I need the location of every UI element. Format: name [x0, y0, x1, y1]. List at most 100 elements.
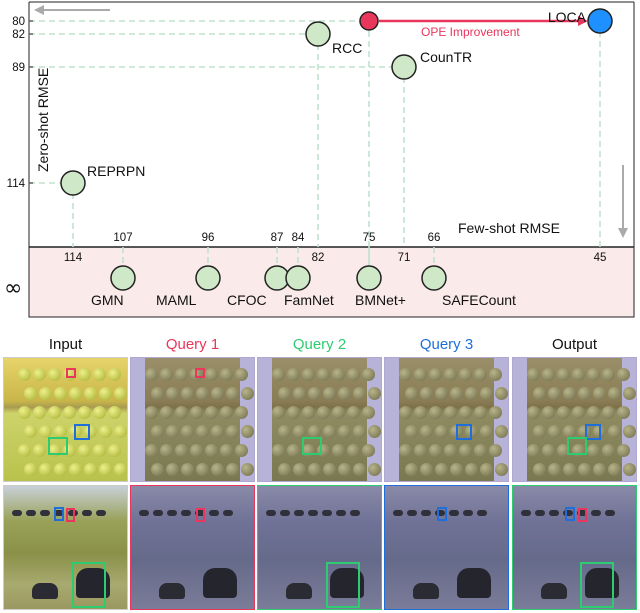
- distant-elephant: [294, 510, 304, 516]
- apple: [617, 368, 630, 381]
- apple: [623, 463, 636, 476]
- apple: [474, 368, 487, 381]
- apple: [420, 387, 433, 400]
- apple: [429, 368, 442, 381]
- apple: [226, 387, 239, 400]
- apple: [293, 387, 306, 400]
- apple: [542, 444, 555, 457]
- apple: [63, 406, 76, 419]
- apple: [18, 444, 31, 457]
- apple: [420, 425, 433, 438]
- apple: [347, 406, 360, 419]
- query2-box: [302, 437, 322, 455]
- apples-panel-1: [130, 357, 255, 482]
- apple: [151, 463, 164, 476]
- apple: [444, 368, 457, 381]
- point-famnet: [285, 265, 311, 291]
- apple: [429, 444, 442, 457]
- apple: [459, 406, 472, 419]
- apple: [211, 425, 224, 438]
- apple: [563, 463, 576, 476]
- apple: [114, 425, 127, 438]
- query3-box: [74, 424, 90, 440]
- apple: [287, 368, 300, 381]
- apple: [54, 463, 67, 476]
- query3-box: [456, 424, 472, 440]
- point-label: FamNet: [284, 292, 334, 308]
- panel-side-strip: [131, 358, 145, 481]
- apple: [480, 463, 493, 476]
- query3-box: [437, 507, 447, 521]
- apple: [465, 387, 478, 400]
- distant-elephant: [591, 510, 601, 516]
- apple: [399, 444, 412, 457]
- apple: [24, 463, 37, 476]
- apple: [175, 444, 188, 457]
- apple: [548, 425, 561, 438]
- point-label: CounTR: [420, 49, 472, 65]
- apple: [405, 425, 418, 438]
- apple: [84, 425, 97, 438]
- apple: [108, 444, 121, 457]
- apple: [181, 387, 194, 400]
- elephant-large: [203, 568, 237, 598]
- apple: [338, 387, 351, 400]
- point-loca: [587, 8, 613, 34]
- apple: [166, 425, 179, 438]
- distant-elephant: [153, 510, 163, 516]
- y-tick-label: 89: [12, 62, 25, 74]
- panel-side-strip: [258, 358, 272, 481]
- distant-elephant: [521, 510, 531, 516]
- apple: [353, 463, 366, 476]
- apple: [78, 368, 91, 381]
- panel-header-4: Output: [551, 336, 598, 353]
- distant-elephant: [167, 510, 177, 516]
- x-tick-label: 107: [113, 232, 132, 244]
- apple: [495, 387, 508, 400]
- distant-elephant: [308, 510, 318, 516]
- distant-elephant: [463, 510, 473, 516]
- distant-elephant: [280, 510, 290, 516]
- apple: [563, 387, 576, 400]
- x-tick-label: 66: [428, 232, 441, 244]
- apple: [151, 425, 164, 438]
- apple: [33, 444, 46, 457]
- elephant-small: [413, 583, 439, 599]
- query1-box: [195, 368, 205, 378]
- apple: [160, 368, 173, 381]
- apple: [608, 463, 621, 476]
- apple: [39, 425, 52, 438]
- point-maml: [195, 265, 221, 291]
- apple: [54, 425, 67, 438]
- point-label: BMNet+: [355, 292, 406, 308]
- apple: [308, 387, 321, 400]
- apple: [557, 406, 570, 419]
- point-label: SAFECount: [442, 292, 516, 308]
- apple: [489, 368, 502, 381]
- point-safecount: [421, 265, 447, 291]
- apple: [78, 406, 91, 419]
- apple: [548, 463, 561, 476]
- apple: [444, 444, 457, 457]
- apple: [196, 425, 209, 438]
- apple: [99, 463, 112, 476]
- panel-header-1: Query 1: [165, 336, 220, 353]
- apple: [99, 425, 112, 438]
- apple: [145, 368, 158, 381]
- apple: [160, 406, 173, 419]
- apple: [489, 406, 502, 419]
- distant-elephant: [393, 510, 403, 516]
- apple: [368, 425, 381, 438]
- apple: [108, 368, 121, 381]
- distant-elephant: [477, 510, 487, 516]
- apple: [563, 425, 576, 438]
- apple: [220, 368, 233, 381]
- distant-elephant: [336, 510, 346, 516]
- x-tick-label: 45: [594, 252, 607, 264]
- apple: [548, 387, 561, 400]
- apple: [602, 368, 615, 381]
- distant-elephant: [40, 510, 50, 516]
- apple: [338, 463, 351, 476]
- apple: [450, 463, 463, 476]
- apples-panel-3: [384, 357, 509, 482]
